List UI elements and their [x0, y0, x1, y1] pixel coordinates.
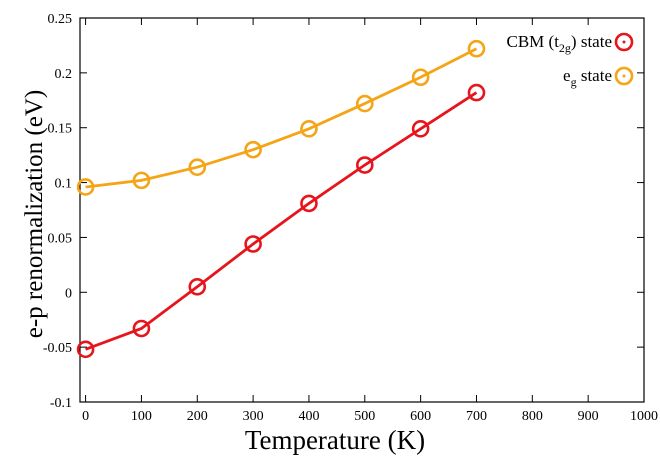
y-tick-label: -0.1	[50, 396, 72, 411]
x-tick-label: 400	[298, 409, 319, 424]
legend-marker	[614, 32, 634, 52]
x-tick-label: 600	[410, 409, 431, 424]
x-axis-title: Temperature (K)	[245, 425, 425, 455]
series-cbm-t2g	[76, 83, 486, 359]
y-tick-label: 0.15	[48, 122, 73, 137]
series-eg	[76, 39, 486, 196]
legend-label: eg state	[563, 66, 612, 89]
data-point	[467, 83, 486, 102]
plot-frame	[79, 17, 645, 403]
data-point	[355, 156, 374, 174]
data-point	[411, 120, 430, 138]
x-tick-label: 500	[354, 409, 375, 424]
data-point	[355, 94, 374, 113]
legend-marker-dot	[622, 74, 626, 78]
data-point	[244, 140, 262, 159]
x-tick-label: 200	[187, 409, 208, 424]
data-point	[132, 171, 151, 190]
legend: CBM (t2g) state eg state	[506, 32, 634, 89]
data-point	[300, 194, 318, 213]
data-point	[244, 235, 262, 253]
y-tick-label: 0.2	[55, 67, 73, 82]
x-tick-label: 100	[131, 409, 152, 424]
data-point	[411, 68, 430, 87]
y-tick-label: -0.05	[43, 341, 72, 356]
legend-label: CBM (t2g) state	[506, 32, 612, 55]
y-axis-title: e-p renormalization (eV)	[21, 90, 48, 339]
data-point	[300, 120, 318, 138]
y-tick-label: 0.25	[48, 12, 73, 27]
series-line	[85, 47, 478, 189]
y-tick-label: 0.05	[48, 231, 73, 246]
data-point	[188, 277, 207, 296]
x-tick-label: 900	[578, 409, 599, 424]
x-tick-label: 700	[466, 409, 487, 424]
data-point	[188, 158, 207, 177]
series-line	[85, 91, 478, 351]
y-tick-label: 0.1	[55, 177, 73, 192]
axes-layer: 0 100 200 300 400 500 600 700 800 900 1000 -0.1 -0.0…	[43, 12, 658, 424]
data-point	[76, 178, 95, 196]
legend-marker	[614, 66, 634, 86]
x-tick-label: 0	[82, 409, 89, 424]
x-tick-label: 300	[243, 409, 264, 424]
data-point	[76, 340, 95, 359]
x-tick-label: 800	[522, 409, 543, 424]
data-point	[467, 39, 486, 58]
x-tick-label: 1000	[630, 409, 658, 424]
data-point	[132, 319, 151, 338]
series-layer	[76, 39, 486, 359]
y-tick-label: 0	[65, 286, 72, 301]
legend-marker-dot	[622, 40, 626, 44]
